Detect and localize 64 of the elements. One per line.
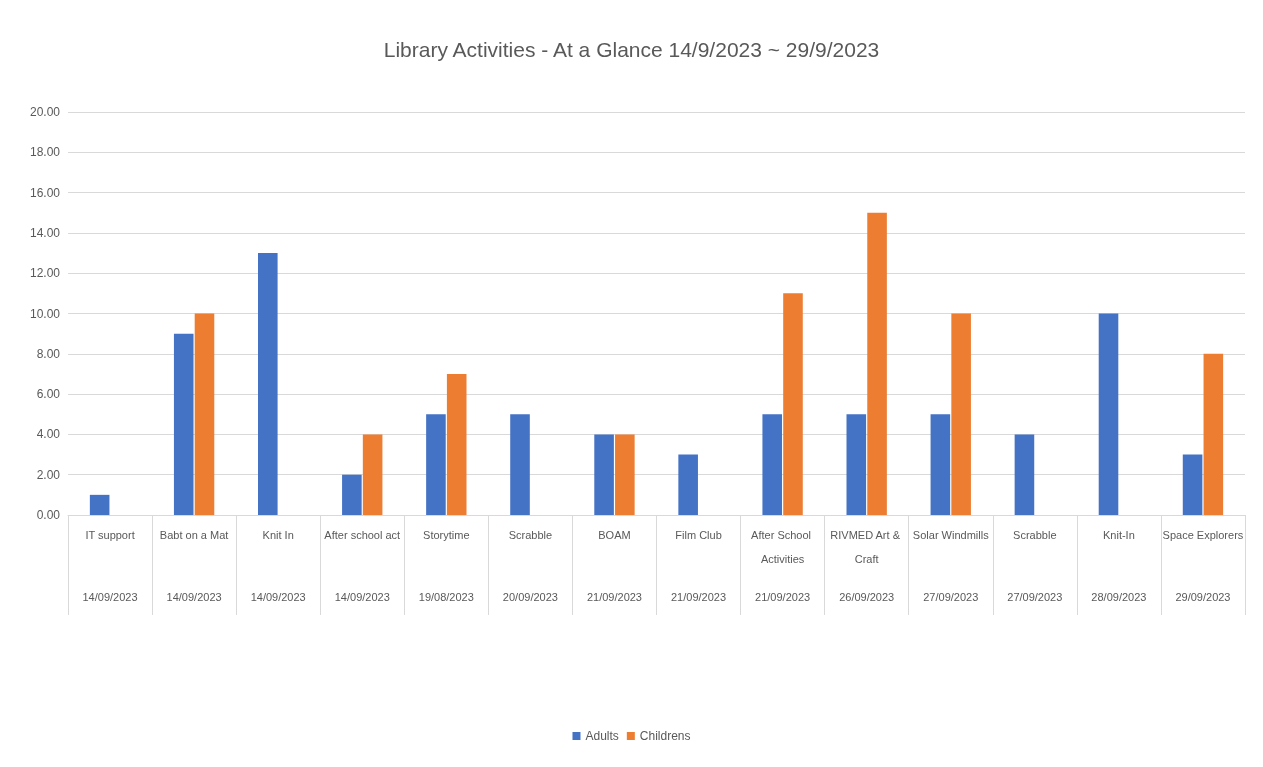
x-tick-label: RIVMED Art & Craft (830, 529, 904, 565)
chart-title: Library Activities - At a Glance 14/9/2023 ~ 29/9/2023 (383, 38, 880, 61)
x-tick-label: After school act (324, 529, 401, 541)
legend-label: Childrens (639, 729, 691, 743)
bar (194, 313, 215, 515)
y-tick-label: 4.00 (36, 427, 61, 442)
bar (342, 474, 362, 515)
text: 14/09/2023 (166, 590, 222, 603)
y-tick-label: 18.00 (29, 145, 61, 160)
bar (867, 212, 887, 515)
text: 14/09/2023 (82, 590, 138, 603)
text: 27/09/2023 (923, 590, 979, 603)
y-tick-label: 16.00 (29, 185, 61, 200)
bar (615, 434, 635, 515)
text: 21/09/2023 (755, 590, 811, 603)
y-tick-label: 0.00 (36, 508, 61, 522)
text: 27/09/2023 (1007, 590, 1063, 603)
bar (1182, 454, 1203, 515)
bar (362, 434, 383, 515)
bar (846, 414, 867, 515)
bar (783, 293, 803, 515)
bar (446, 373, 467, 515)
bar (594, 434, 614, 515)
text: 26/09/2023 (839, 590, 895, 603)
bar (951, 313, 971, 515)
bar (1203, 353, 1224, 515)
text: 19/08/2023 (418, 590, 474, 603)
x-tick-label: Knit In (262, 529, 294, 541)
x-tick-label: After School Activities (751, 529, 815, 565)
text: 21/09/2023 (671, 590, 727, 603)
x-tick-label: Scrabble (1013, 529, 1057, 541)
bar (1098, 313, 1119, 515)
y-tick-label: 10.00 (29, 306, 61, 321)
bar (258, 253, 278, 515)
bar (930, 414, 951, 515)
bar (762, 414, 783, 515)
text: 28/09/2023 (1091, 590, 1147, 603)
bar (426, 414, 446, 515)
legend-label: Adults (585, 729, 619, 743)
y-tick-label: 6.00 (36, 387, 61, 402)
x-tick-label: Film Club (675, 529, 722, 541)
x-tick-label: Solar Windmills (912, 529, 990, 541)
bar (173, 333, 194, 515)
text: 21/09/2023 (586, 590, 642, 603)
text: 14/09/2023 (250, 590, 306, 603)
x-tick-label: Storytime (423, 529, 470, 541)
x-tick-label: Space Explorers (1162, 529, 1244, 541)
x-tick-label: IT support (85, 529, 135, 541)
x-tick-label: BOAM (598, 529, 631, 541)
bar (89, 494, 110, 515)
y-tick-label: 2.00 (36, 467, 61, 482)
x-tick-label: Knit-In (1102, 529, 1135, 541)
y-tick-label: 12.00 (29, 266, 61, 281)
text: 29/09/2023 (1175, 590, 1231, 603)
y-tick-label: 20.00 (29, 105, 61, 119)
bar (510, 414, 530, 515)
bar (1014, 434, 1035, 515)
text: 20/09/2023 (502, 590, 558, 603)
text: 14/09/2023 (334, 590, 390, 603)
y-tick-label: 14.00 (29, 225, 61, 240)
y-tick-label: 8.00 (36, 346, 61, 361)
x-tick-label: Scrabble (508, 529, 553, 541)
x-tick-label: Babt on a Mat (159, 529, 229, 541)
bar (678, 454, 698, 515)
